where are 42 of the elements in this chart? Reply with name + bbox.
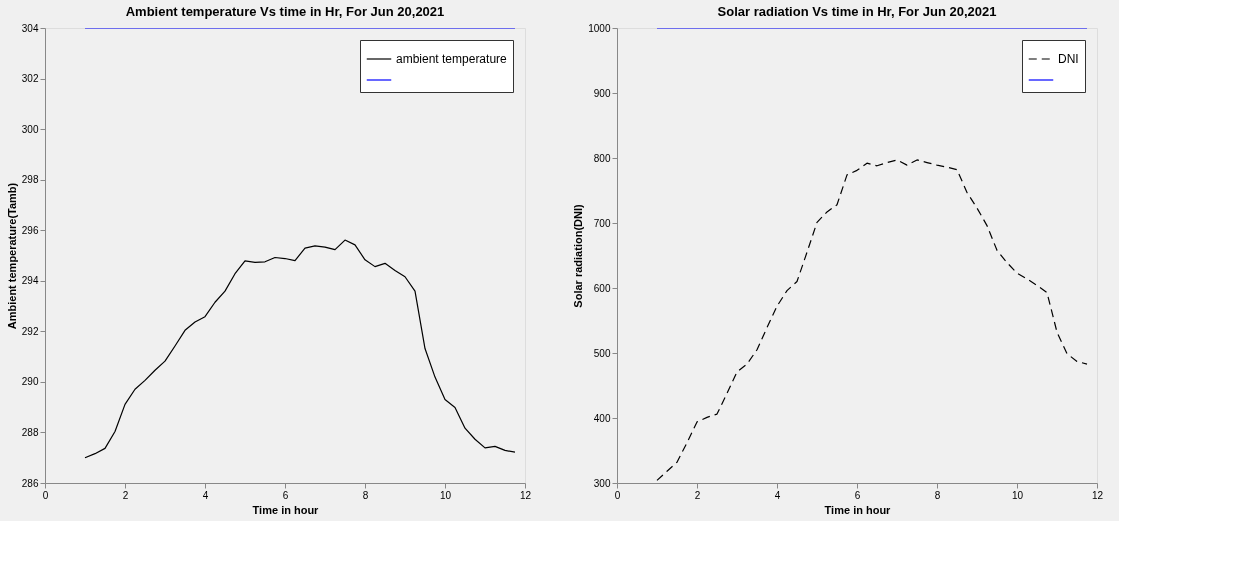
x-tick-label: 8	[362, 489, 369, 501]
y-tick-label: 298	[21, 174, 39, 186]
y-tick-label: 294	[21, 275, 39, 287]
legend-label: DNI	[1058, 52, 1079, 66]
x-tick-label: 10	[1011, 489, 1024, 501]
y-tick-label: 800	[593, 152, 611, 164]
x-tick-label: 0	[614, 489, 621, 501]
y-tick-label: 300	[21, 123, 39, 135]
y-tick-label: 292	[21, 325, 39, 337]
y-tick-label: 1000	[588, 22, 611, 34]
x-tick-label: 4	[202, 489, 209, 501]
y-tick-label: 302	[21, 73, 39, 85]
legend-label: ambient temperature	[396, 52, 508, 66]
y-tick-label: 600	[593, 282, 611, 294]
y-tick-label: 400	[593, 412, 611, 424]
x-tick-label: 12	[519, 489, 532, 501]
line-series	[656, 159, 1088, 481]
y-tick-label: 700	[593, 217, 611, 229]
x-tick-label: 2	[694, 489, 701, 501]
y-tick-label: 286	[21, 477, 39, 489]
x-tick-label: 2	[122, 489, 129, 501]
y-tick-label: 500	[593, 347, 611, 359]
y-tick-label: 290	[21, 376, 39, 388]
x-tick-label: 12	[1091, 489, 1104, 501]
x-tick-label: 8	[934, 489, 941, 501]
y-tick-label: 300	[593, 477, 611, 489]
y-tick-label: 296	[21, 224, 39, 236]
chart-title: Ambient temperature Vs time in Hr, For Jun 20,2021	[125, 4, 445, 19]
line-series	[84, 239, 516, 459]
x-tick-label: 4	[774, 489, 781, 501]
y-tick-label: 288	[21, 426, 39, 438]
x-axis-title: Time in hour	[252, 503, 320, 516]
x-tick-label: 6	[282, 489, 289, 501]
x-axis-title: Time in hour	[824, 503, 892, 516]
chart-title: Solar radiation Vs time in Hr, For Jun 20,2021	[717, 4, 997, 19]
y-axis-title: Ambient temperature(Tamb)	[5, 182, 18, 330]
x-tick-label: 0	[42, 489, 49, 501]
y-axis-title: Solar radiation(DNI)	[572, 204, 585, 308]
y-tick-label: 304	[21, 22, 39, 34]
y-tick-label: 900	[593, 87, 611, 99]
x-tick-label: 10	[439, 489, 452, 501]
x-tick-label: 6	[854, 489, 861, 501]
